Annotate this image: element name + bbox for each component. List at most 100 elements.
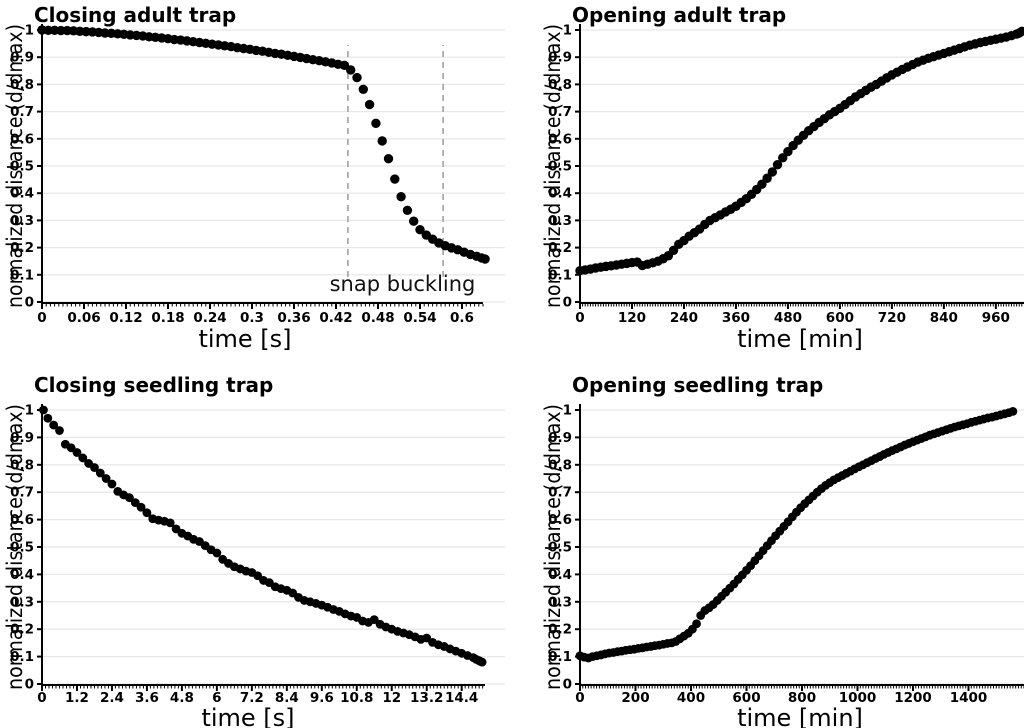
y-tick-label: 1 [563, 23, 572, 39]
chart-title: Closing adult trap [34, 3, 236, 27]
y-tick-label: 0.3 [548, 594, 572, 610]
y-tick-label: 0.6 [10, 131, 34, 147]
y-tick-label: 0.6 [548, 131, 572, 147]
x-tick-label: 480 [774, 310, 802, 326]
data-point [477, 657, 487, 667]
x-tick-label: 0.54 [403, 310, 436, 326]
y-tick-label: 0.4 [10, 567, 34, 583]
y-tick-label: 1 [25, 403, 34, 419]
x-tick-label: 1400 [950, 690, 988, 706]
data-point [346, 65, 356, 75]
y-tick-label: 0 [563, 295, 572, 311]
y-tick-label: 0.9 [548, 430, 572, 446]
y-tick-label: 0.3 [548, 213, 572, 229]
x-tick-label: 800 [788, 690, 816, 706]
x-tick-label: 0.42 [319, 310, 352, 326]
y-tick-label: 0.3 [10, 213, 34, 229]
y-tick-label: 0.1 [548, 649, 572, 665]
x-tick-label: 0 [37, 690, 46, 706]
data-point [212, 548, 222, 558]
x-tick-label: 7.2 [240, 690, 264, 706]
x-tick-label: 360 [722, 310, 750, 326]
x-tick-label: 600 [826, 310, 854, 326]
data-point [692, 619, 701, 629]
y-tick-label: 0 [563, 677, 572, 693]
gridlines [42, 29, 505, 303]
data-point [136, 502, 146, 512]
x-minor-ticks [41, 686, 484, 689]
y-axis-label: normalized distance (d/dmax) [3, 404, 27, 690]
data-points [575, 406, 1018, 663]
y-tick-label: 0.7 [548, 485, 572, 501]
x-axis-label: time [s] [201, 704, 294, 728]
x-tick-label: 13.2 [410, 690, 443, 706]
y-tick-label: 0.2 [548, 240, 572, 256]
y-tick-label: 0.5 [548, 159, 572, 175]
data-point [55, 426, 64, 435]
x-tick-label: 6 [212, 690, 221, 706]
data-point [383, 153, 394, 164]
data-point [43, 413, 53, 423]
data-point [778, 153, 788, 163]
x-tick-label: 0 [37, 310, 46, 326]
y-tick-label: 0.4 [548, 186, 572, 202]
data-point [390, 174, 400, 184]
x-minor-ticks [41, 304, 484, 307]
chart-title: Closing seedling trap [34, 373, 273, 397]
data-point [90, 463, 99, 472]
data-point [142, 508, 152, 518]
y-axis-label: normalized distance (d/dmax) [3, 24, 27, 308]
data-point [352, 72, 362, 83]
data-point [377, 136, 387, 146]
x-tick-label: 0.3 [240, 310, 264, 326]
chart-closing-adult-trap: 0 0.06 0.12 0.18 0.24 0.3 0.36 0.42 0.48 0.54 0.6 0… [3, 3, 505, 353]
y-tick-label: 0.1 [10, 267, 34, 283]
x-tick-label: 120 [618, 310, 646, 326]
y-tick-label: 0 [25, 677, 34, 693]
x-tick-label: 12 [382, 690, 401, 706]
y-tick-label: 0.2 [10, 622, 34, 638]
y-tick-label: 0.5 [10, 540, 34, 556]
x-tick-label: 400 [677, 690, 705, 706]
data-point [1017, 26, 1024, 37]
data-point [767, 167, 778, 177]
y-axis-label: normalized distance (d/dmax) [541, 404, 565, 690]
y-tick-label: 0.5 [548, 540, 572, 556]
x-tick-label: 840 [930, 310, 958, 326]
x-tick-label: 960 [982, 310, 1010, 326]
y-tick-label: 0.2 [548, 622, 572, 638]
y-tick-label: 0.9 [10, 430, 34, 446]
y-tick-label: 0.7 [548, 104, 572, 120]
x-axis-label: time [min] [737, 325, 863, 353]
chart-title: Opening adult trap [572, 3, 786, 27]
data-point [78, 453, 88, 463]
data-point [480, 254, 490, 264]
x-axis-label: time [min] [737, 704, 863, 728]
y-tick-label: 0.9 [548, 50, 572, 66]
y-tick-label: 0.7 [10, 104, 34, 120]
data-points [39, 405, 487, 667]
data-point [371, 118, 381, 128]
y-tick-label: 0.3 [10, 594, 34, 610]
data-point [396, 192, 406, 202]
data-point [165, 518, 175, 528]
data-point [1008, 406, 1018, 416]
x-tick-label: 720 [878, 310, 906, 326]
y-tick-label: 0.4 [10, 186, 34, 202]
y-tick-label: 1 [563, 403, 572, 419]
data-point [125, 493, 134, 503]
y-axis-label: normalized distance (d/dmax) [541, 24, 565, 308]
x-minor-ticks [579, 304, 1023, 307]
y-tick-label: 0.1 [10, 649, 34, 665]
chart-opening-adult-trap: 0 120 240 360 480 600 720 840 960 0 0.1 0.2 0.3 0.4 0.… [541, 3, 1024, 353]
y-tick-label: 0.8 [10, 457, 34, 473]
x-tick-label: 3.6 [135, 690, 159, 706]
x-tick-label: 10.8 [340, 690, 373, 706]
x-tick-label: 0.6 [450, 310, 474, 326]
y-tick-label: 0.7 [10, 485, 34, 501]
data-point [95, 468, 105, 478]
data-point [72, 448, 82, 457]
x-tick-label: 1000 [839, 690, 877, 706]
